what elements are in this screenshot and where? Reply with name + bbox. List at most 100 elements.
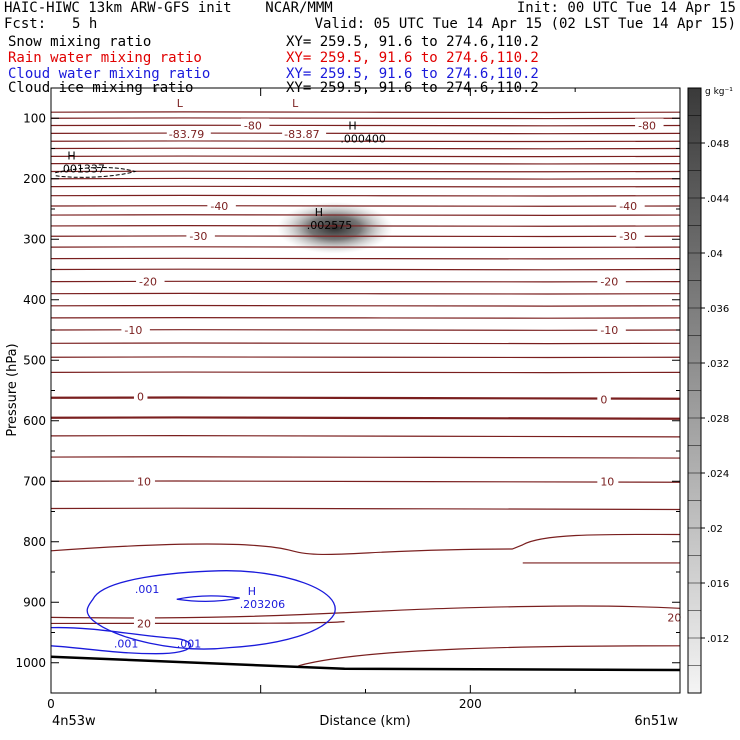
init-time: Init: 00 UTC Tue 14 Apr 15 — [516, 0, 736, 16]
colorbar-tick-label: .04 — [707, 249, 723, 260]
surface-line — [50, 655, 681, 672]
snow-max-value: .000400 — [340, 132, 386, 145]
fcst-label: Fcst: — [4, 16, 47, 32]
isotherm-label-bg — [635, 118, 664, 132]
field-snow-name: Snow mixing ratio — [8, 34, 152, 50]
y-tick-label: 800 — [23, 535, 46, 549]
isotherm-line — [50, 342, 681, 345]
ice-max-value: .001337 — [59, 163, 105, 176]
field-cloudwater-name: Cloud water mixing ratio — [8, 66, 211, 82]
x-start-endpoint: 4n53w — [52, 714, 96, 729]
cloud-water-contour — [50, 626, 192, 655]
isotherm-line — [50, 621, 345, 625]
field-rain-xy: XY= 259.5, 91.6 to 274.6,110.2 — [286, 50, 539, 66]
y-tick-label: 1000 — [15, 656, 46, 670]
isotherm-line — [50, 205, 681, 207]
isotherm-line — [50, 194, 681, 197]
cloud-water-max-marker: H — [248, 585, 256, 598]
isotherm-label-bg — [186, 229, 215, 243]
isotherm-label-bg — [240, 118, 270, 132]
colorbar-tick-label: .044 — [707, 194, 729, 205]
isotherm-line — [50, 257, 681, 260]
colorbar-tick-label: .048 — [707, 139, 729, 150]
isotherm-line — [50, 124, 681, 127]
isotherm-line — [50, 177, 681, 180]
x-end-endpoint: 6n51w — [634, 714, 678, 729]
colorbar-tick-label: .032 — [707, 359, 729, 370]
isotherm-line — [50, 155, 681, 158]
snow-max-marker: H — [348, 119, 356, 132]
cloud-water-contour — [176, 595, 240, 602]
isotherm-line — [50, 304, 681, 307]
y-tick-label: 200 — [23, 172, 46, 186]
isotherm-label-bg — [616, 198, 645, 212]
field-rain-name: Rain water mixing ratio — [8, 50, 202, 66]
isotherm-label: -30 — [619, 230, 637, 243]
isotherm-line — [50, 170, 681, 173]
fcst-value: 5 h — [72, 16, 98, 32]
isotherm-line — [50, 456, 681, 459]
y-tick-label: 400 — [23, 293, 46, 307]
isotherm-line — [50, 214, 681, 216]
low-label-bg — [282, 127, 327, 141]
isotherm-label: -40 — [210, 200, 228, 213]
isotherm-line — [50, 235, 681, 238]
low-label-bg — [166, 127, 211, 141]
shading-max-value: .002575 — [307, 219, 353, 232]
isotherm-line — [50, 507, 681, 511]
isotherm-label-bg — [121, 323, 150, 336]
y-tick-label: 900 — [23, 595, 46, 609]
isotherm-label: 0 — [600, 394, 607, 407]
y-tick-label: 600 — [23, 414, 46, 428]
isotherm-line — [50, 292, 681, 295]
isotherm-line — [50, 533, 681, 556]
low-marker: L — [292, 97, 299, 110]
cloud-water-max-value: .203206 — [240, 598, 286, 611]
x-tick-label: 0 — [47, 697, 55, 711]
colorbar-tick-label: .028 — [707, 414, 729, 425]
cloud-water-contour — [86, 570, 336, 650]
cloud-water-label: .001 — [177, 638, 202, 651]
isotherm-label-bg — [597, 323, 626, 336]
isotherm-label: 0 — [137, 391, 144, 404]
colorbar-tick-label: .036 — [707, 304, 729, 315]
isotherm-label-bg — [136, 274, 165, 288]
isotherm-label: -10 — [124, 324, 142, 337]
colorbar-tick-label: .012 — [707, 634, 729, 645]
isotherm-label: -10 — [600, 324, 618, 337]
isotherm-line — [50, 605, 681, 619]
ice-max-marker: H — [67, 150, 75, 163]
isotherm-line — [50, 434, 681, 438]
isotherm-label: 20 — [137, 617, 151, 630]
y-tick-label: 700 — [23, 474, 46, 488]
isotherm-line — [50, 317, 681, 319]
y-tick-label: 300 — [23, 232, 46, 246]
isotherm-label: -40 — [619, 200, 637, 213]
isotherm-line — [50, 225, 681, 227]
low-value: -83.79 — [169, 128, 204, 141]
cloud-ice-contour — [55, 167, 137, 178]
isotherm-label-bg — [133, 389, 148, 403]
x-axis-label: Distance (km) — [319, 714, 410, 729]
low-marker: L — [177, 97, 184, 110]
y-tick-label: 100 — [23, 111, 46, 125]
isotherm-line — [50, 132, 681, 135]
isotherm-label-bg — [207, 198, 236, 212]
isotherm-line — [50, 356, 681, 359]
colorbar-unit: g kg⁻¹ — [705, 87, 733, 97]
isotherm-line — [50, 147, 681, 150]
isotherm-line — [298, 645, 681, 667]
isotherm-label: 10 — [137, 475, 151, 488]
isotherm-label-bg — [597, 392, 611, 406]
isotherm-line — [50, 117, 681, 120]
shading-max-marker: H — [315, 206, 323, 219]
y-axis-label: Pressure (hPa) — [5, 343, 20, 436]
isotherm-label-bg — [597, 474, 619, 488]
isotherm-label-bg — [133, 616, 155, 630]
isotherm-label-bg — [133, 474, 155, 488]
isotherm-line — [50, 111, 681, 114]
isotherm-label: 20 — [667, 611, 681, 624]
isotherm-line — [50, 371, 681, 374]
isotherm-line — [50, 162, 681, 165]
